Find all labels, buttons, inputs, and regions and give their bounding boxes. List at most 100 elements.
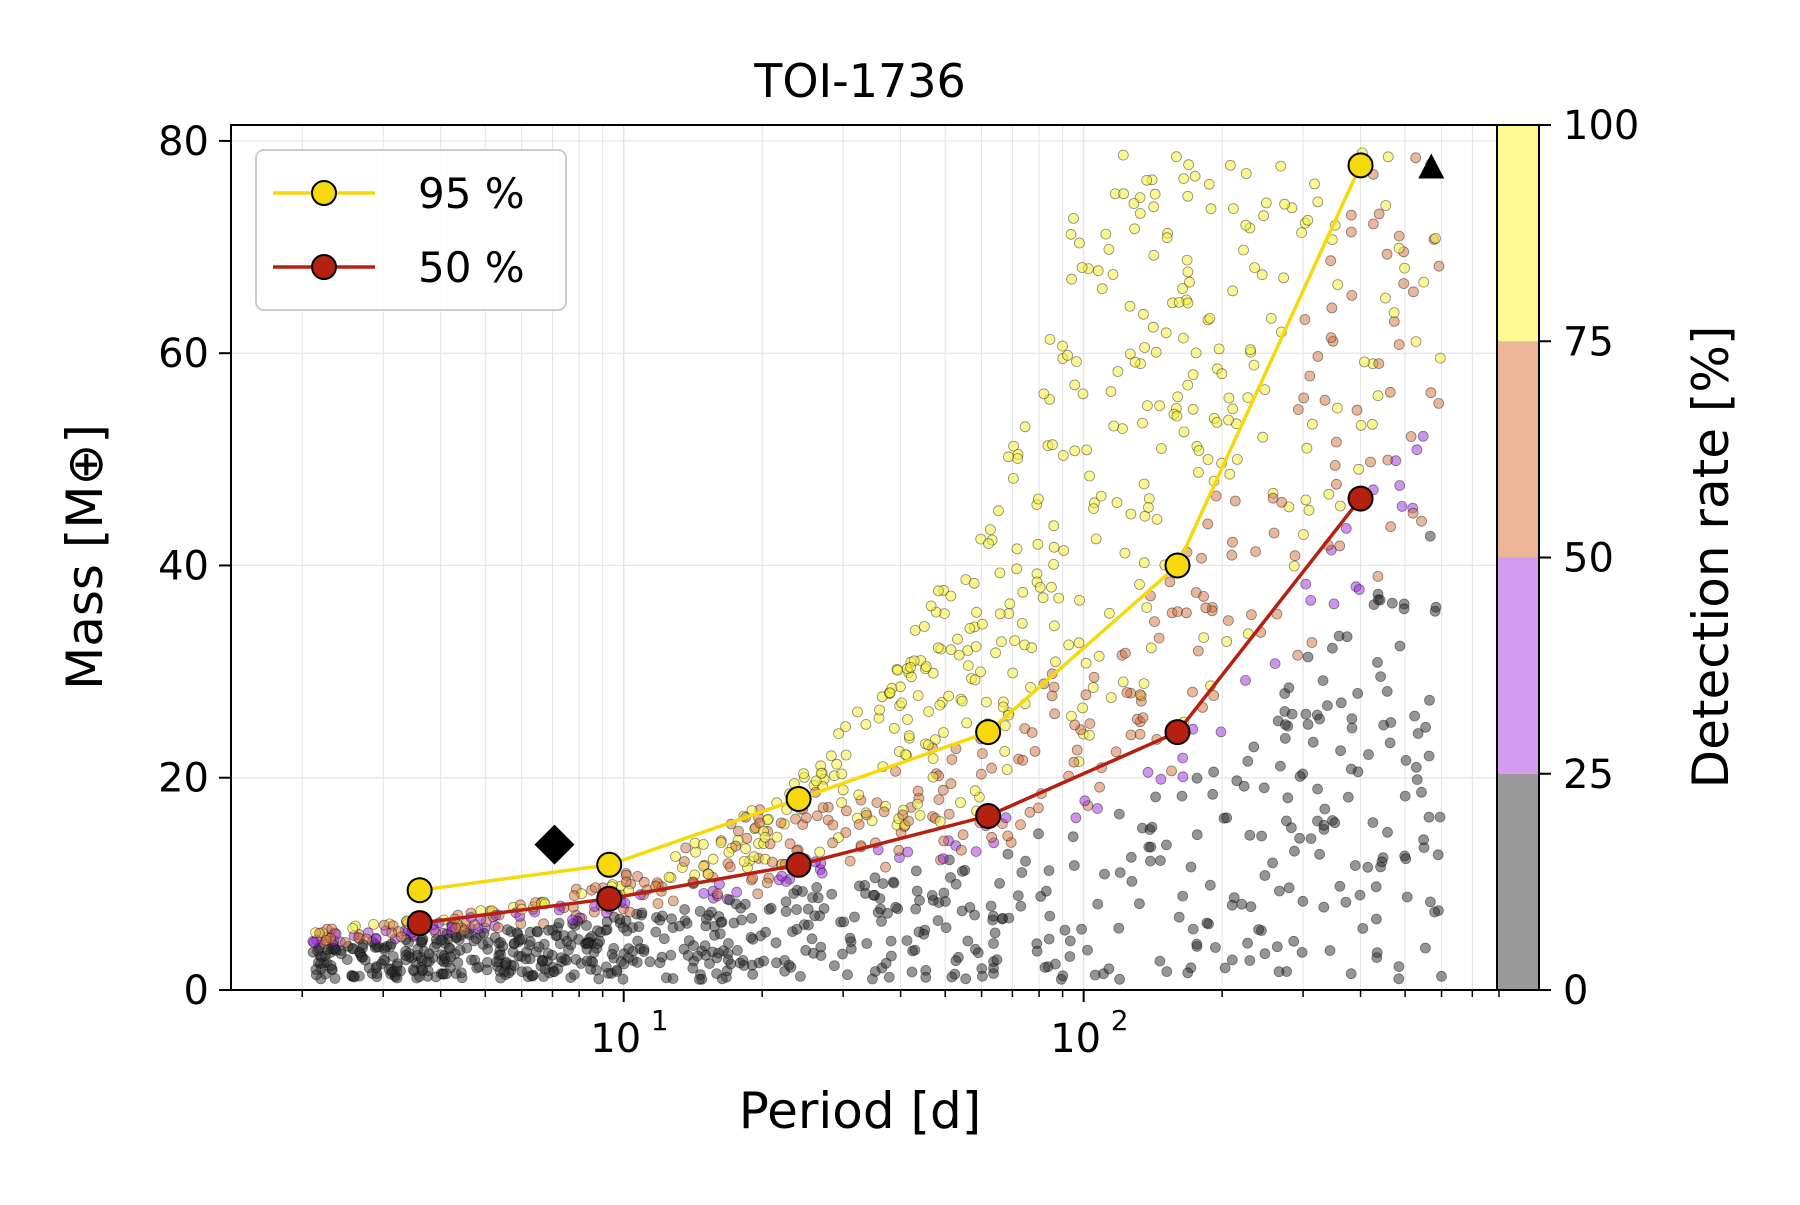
injection-point bbox=[674, 920, 685, 932]
injection-point bbox=[791, 904, 802, 915]
injection-point bbox=[1076, 923, 1087, 935]
injection-point bbox=[758, 955, 770, 967]
injection-point bbox=[395, 931, 407, 943]
injection-point bbox=[1283, 501, 1295, 513]
injection-point bbox=[1294, 832, 1305, 844]
injection-point bbox=[940, 922, 952, 934]
injection-point bbox=[849, 911, 860, 923]
injection-point bbox=[733, 825, 744, 837]
injection-point bbox=[1062, 349, 1073, 361]
injection-point bbox=[666, 913, 677, 925]
injection-point bbox=[880, 957, 892, 969]
injection-point bbox=[417, 964, 429, 976]
injection-point bbox=[1288, 560, 1300, 572]
injection-point bbox=[1429, 906, 1440, 918]
injection-point bbox=[1245, 901, 1257, 913]
injection-point bbox=[1279, 733, 1291, 744]
injection-point bbox=[1160, 327, 1172, 339]
injection-point bbox=[633, 921, 645, 933]
injection-point bbox=[1303, 504, 1315, 516]
injection-point bbox=[1016, 618, 1028, 629]
injection-point bbox=[1178, 426, 1190, 438]
injection-point bbox=[593, 973, 605, 985]
injection-point bbox=[1074, 237, 1085, 249]
injection-point bbox=[861, 938, 873, 949]
injection-point bbox=[1066, 710, 1077, 722]
injection-point bbox=[1142, 766, 1154, 778]
injection-point bbox=[880, 861, 891, 873]
injection-point bbox=[1185, 861, 1197, 873]
injection-point bbox=[1074, 594, 1085, 606]
injection-point bbox=[902, 846, 914, 858]
injection-point bbox=[1334, 880, 1346, 892]
injection-point bbox=[920, 971, 932, 983]
injection-point bbox=[1095, 490, 1107, 502]
injection-point bbox=[1227, 403, 1239, 415]
injection-point bbox=[1124, 348, 1136, 360]
injection-point bbox=[1393, 961, 1405, 972]
injection-point bbox=[993, 505, 1004, 517]
series-95-line bbox=[419, 164, 1363, 892]
injection-point bbox=[1227, 536, 1238, 548]
series-95-point bbox=[785, 785, 812, 812]
injection-point bbox=[730, 840, 742, 852]
injection-point bbox=[981, 696, 992, 708]
injection-point bbox=[1265, 312, 1277, 324]
injection-point bbox=[1372, 571, 1384, 582]
injection-point bbox=[871, 797, 883, 808]
injection-point bbox=[1393, 230, 1405, 242]
injection-point bbox=[888, 722, 900, 734]
injection-point bbox=[1352, 688, 1364, 699]
injection-point bbox=[1240, 219, 1252, 231]
injection-point bbox=[1433, 397, 1445, 409]
injection-point bbox=[1184, 276, 1195, 288]
injection-point bbox=[701, 913, 712, 925]
injection-point bbox=[946, 754, 958, 765]
injection-point bbox=[1000, 812, 1012, 824]
injection-point bbox=[566, 930, 578, 941]
injection-point bbox=[1305, 833, 1317, 844]
injection-point bbox=[1008, 472, 1019, 484]
injection-point bbox=[1019, 421, 1031, 433]
injection-point bbox=[968, 577, 980, 589]
injection-point bbox=[1084, 729, 1095, 741]
injection-point bbox=[1399, 790, 1411, 802]
injection-point bbox=[1037, 592, 1049, 604]
injection-point bbox=[1096, 283, 1108, 295]
injection-point bbox=[986, 831, 997, 843]
injection-point bbox=[1240, 168, 1252, 179]
injection-point bbox=[1328, 598, 1340, 610]
injection-point bbox=[370, 933, 382, 945]
injection-point bbox=[1353, 584, 1365, 595]
injection-point bbox=[1289, 550, 1301, 562]
injection-point bbox=[1346, 713, 1358, 725]
injection-point bbox=[1273, 966, 1285, 978]
injection-point bbox=[810, 775, 822, 787]
injection-point bbox=[890, 901, 902, 913]
injection-point bbox=[1231, 775, 1243, 787]
colorbar-band bbox=[1497, 341, 1539, 558]
injection-point bbox=[521, 946, 532, 958]
injection-point bbox=[1219, 962, 1231, 974]
injection-point bbox=[1281, 815, 1292, 827]
injection-point bbox=[1380, 292, 1391, 304]
injection-point bbox=[905, 662, 916, 673]
injection-point bbox=[971, 606, 982, 618]
injection-point bbox=[970, 943, 981, 955]
series-95-point bbox=[1164, 552, 1191, 579]
injection-point bbox=[827, 837, 838, 849]
injection-point bbox=[1105, 386, 1117, 397]
injection-point bbox=[975, 533, 987, 545]
injection-point bbox=[1161, 966, 1173, 977]
injection-point bbox=[1187, 686, 1198, 698]
injection-point bbox=[1134, 898, 1145, 910]
injection-point bbox=[1069, 445, 1081, 457]
injection-point bbox=[1433, 260, 1445, 272]
injection-point bbox=[679, 856, 690, 867]
injection-point bbox=[1242, 755, 1254, 767]
injection-point bbox=[1213, 343, 1225, 355]
injection-point bbox=[1077, 388, 1089, 400]
injection-point bbox=[1416, 515, 1427, 527]
injection-point bbox=[1300, 708, 1312, 720]
